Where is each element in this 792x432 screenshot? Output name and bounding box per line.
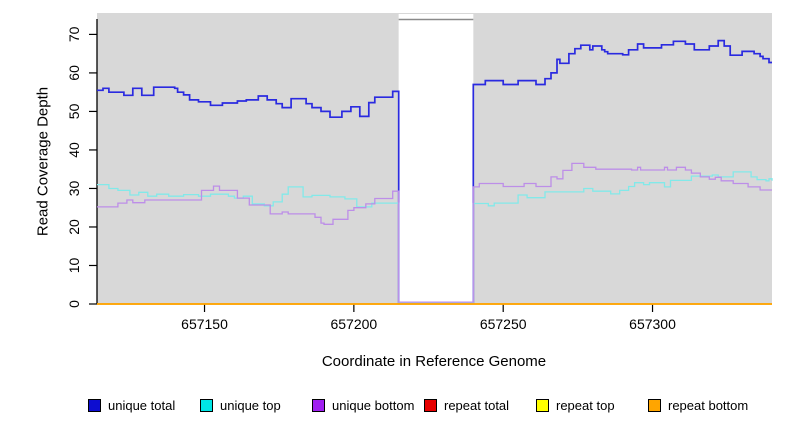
x-tick-label: 657200	[330, 316, 377, 332]
series-unique-bottom	[97, 162, 772, 303]
y-tick-label: 50	[66, 103, 82, 119]
chart-legend: unique total unique top unique bottom repea…	[88, 398, 760, 413]
legend-swatch-unique-top	[200, 399, 213, 412]
legend-label: unique top	[220, 398, 281, 413]
legend-label: repeat bottom	[668, 398, 749, 413]
legend-swatch-repeat-bottom	[648, 399, 661, 412]
legend-swatch-unique-total	[88, 399, 101, 412]
legend-item-unique-bottom: unique bottom	[312, 398, 424, 413]
legend-item-unique-top: unique top	[200, 398, 312, 413]
legend-swatch-repeat-total	[424, 399, 437, 412]
legend-swatch-unique-bottom	[312, 399, 325, 412]
series-unique-total	[97, 39, 772, 304]
y-tick-label: 0	[66, 300, 82, 308]
legend-label: unique total	[108, 398, 176, 413]
legend-item-repeat-total: repeat total	[424, 398, 536, 413]
x-tick-label: 657250	[480, 316, 527, 332]
series-unique-top	[97, 171, 773, 304]
legend-item-repeat-top: repeat top	[536, 398, 648, 413]
y-tick-label: 20	[66, 219, 82, 235]
x-axis-title: Coordinate in Reference Genome	[321, 353, 547, 370]
x-tick-label: 657300	[629, 316, 676, 332]
legend-label: repeat total	[444, 398, 510, 413]
y-axis-title: Read Coverage Depth	[34, 86, 52, 237]
legend-item-unique-total: unique total	[88, 398, 200, 413]
legend-swatch-repeat-top	[536, 399, 549, 412]
y-tick-label: 60	[66, 65, 82, 81]
y-tick-label: 10	[66, 257, 82, 273]
y-tick-label: 30	[66, 180, 82, 196]
legend-label: unique bottom	[332, 398, 415, 413]
x-tick-label: 657150	[181, 316, 228, 332]
coverage-gap-band	[398, 14, 474, 304]
y-tick-label: 70	[66, 26, 82, 42]
legend-item-repeat-bottom: repeat bottom	[648, 398, 760, 413]
y-tick-label: 40	[66, 142, 82, 158]
legend-label: repeat top	[556, 398, 615, 413]
chart-svg: 0 10 20 30 40 50 60 70 657150 657200 657250 657300	[66, 13, 773, 332]
